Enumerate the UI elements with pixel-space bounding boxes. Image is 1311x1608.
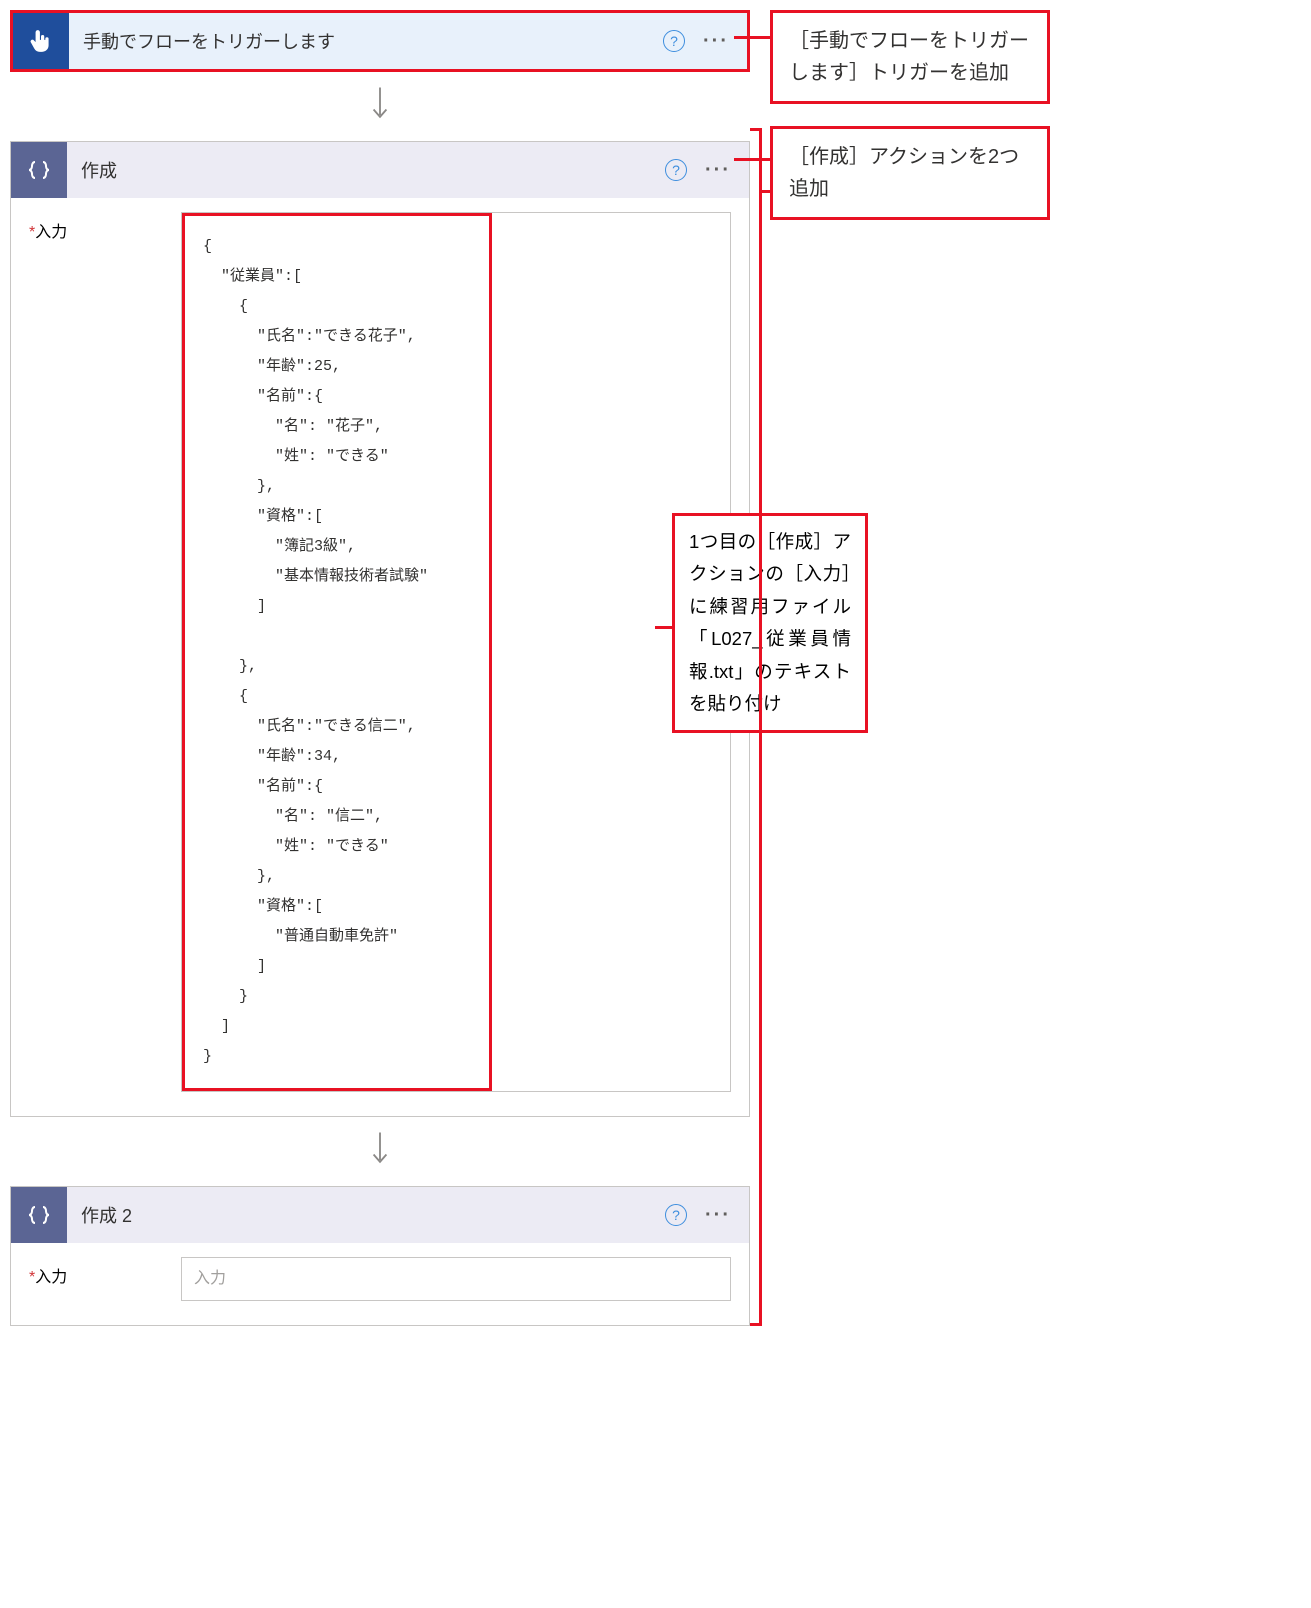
trigger-title: 手動でフローをトリガーします xyxy=(69,28,663,54)
annotation-2: ［作成］アクションを2つ追加 xyxy=(770,126,1050,220)
compose2-input[interactable] xyxy=(181,1257,731,1301)
compose-icon xyxy=(11,142,67,198)
compose1-input-area[interactable]: { "従業員":[ { "氏名":"できる花子", "年齢":25, "名前":… xyxy=(181,212,731,1092)
input-label-text: 入力 xyxy=(35,224,67,241)
trigger-header[interactable]: 手動でフローをトリガーします ? ··· xyxy=(13,13,747,69)
trigger-card: 手動でフローをトリガーします ? ··· xyxy=(10,10,750,72)
compose-card-2: 作成 2 ? ··· *入力 xyxy=(10,1186,750,1326)
compose1-header[interactable]: 作成 ? ··· xyxy=(11,142,749,198)
input-label: *入力 xyxy=(29,212,169,242)
arrow-down-icon xyxy=(10,72,750,141)
json-text: { "従業員":[ { "氏名":"できる花子", "年齢":25, "名前":… xyxy=(203,232,471,1072)
bracket-line xyxy=(750,128,762,1326)
inner-annotation-text: 1つ目の［作成］アクションの［入力］に練習用ファイル「L027_従業員情報.tx… xyxy=(689,531,851,714)
more-icon[interactable]: ··· xyxy=(703,30,729,53)
more-icon[interactable]: ··· xyxy=(705,159,731,182)
bracket-line xyxy=(750,1320,762,1326)
connector-line xyxy=(655,626,675,629)
connector-line xyxy=(734,36,770,39)
manual-trigger-icon xyxy=(13,13,69,69)
compose-icon xyxy=(11,1187,67,1243)
help-icon[interactable]: ? xyxy=(663,30,685,52)
inner-annotation: 1つ目の［作成］アクションの［入力］に練習用ファイル「L027_従業員情報.tx… xyxy=(672,513,868,733)
input-label: *入力 xyxy=(29,1257,169,1287)
more-icon[interactable]: ··· xyxy=(705,1204,731,1227)
compose1-title: 作成 xyxy=(67,157,665,183)
compose2-header[interactable]: 作成 2 ? ··· xyxy=(11,1187,749,1243)
arrow-down-icon xyxy=(10,1117,750,1186)
compose-card-1: 作成 ? ··· *入力 { "従業員":[ { "氏名":"できる花子", "… xyxy=(10,141,750,1117)
annotation-2-text: ［作成］アクションを2つ追加 xyxy=(789,146,1019,200)
json-content-box: { "従業員":[ { "氏名":"できる花子", "年齢":25, "名前":… xyxy=(182,213,492,1091)
input-label-text: 入力 xyxy=(35,1269,67,1286)
annotation-1: ［手動でフローをトリガーします］トリガーを追加 xyxy=(770,10,1050,104)
help-icon[interactable]: ? xyxy=(665,159,687,181)
connector-line xyxy=(734,158,770,161)
help-icon[interactable]: ? xyxy=(665,1204,687,1226)
compose2-title: 作成 2 xyxy=(67,1202,665,1228)
annotation-1-text: ［手動でフローをトリガーします］トリガーを追加 xyxy=(789,30,1029,84)
